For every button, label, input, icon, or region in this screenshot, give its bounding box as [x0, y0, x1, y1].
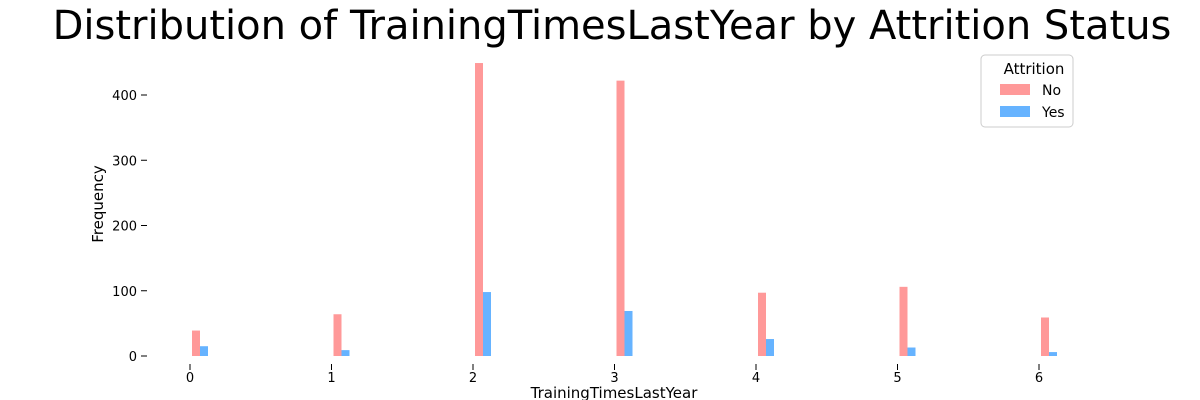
y-tick-label: 0 [129, 350, 137, 365]
bar-no-5 [899, 286, 908, 356]
bar-no-1 [333, 314, 342, 356]
chart-title: Distribution of TrainingTimesLastYear by… [53, 3, 1172, 49]
bar-yes-4 [766, 339, 774, 356]
y-tick-label: 400 [112, 89, 137, 104]
x-tick-label: 5 [893, 371, 901, 386]
bar-no-0 [192, 330, 200, 356]
legend: Attrition No Yes [980, 54, 1074, 128]
x-axis: 0 1 2 3 4 5 6 [186, 364, 1043, 386]
bars-group [192, 63, 1057, 357]
bar-yes-2 [483, 292, 491, 356]
y-axis-label: Frequency [89, 165, 107, 243]
bar-yes-0 [200, 346, 208, 356]
y-tick-label: 100 [112, 285, 137, 300]
bar-yes-3 [624, 310, 633, 356]
x-tick-label: 3 [610, 371, 618, 386]
bar-yes-1 [341, 350, 350, 356]
legend-swatch-no [1000, 84, 1030, 95]
bar-yes-5 [907, 347, 916, 356]
legend-label-yes: Yes [1041, 105, 1065, 121]
legend-label-no: No [1042, 83, 1061, 99]
legend-swatch-yes [1000, 106, 1030, 117]
x-tick-label: 6 [1035, 371, 1043, 386]
y-tick-label: 300 [112, 154, 137, 169]
x-tick-label: 2 [469, 371, 477, 386]
x-axis-label: TrainingTimesLastYear [530, 384, 699, 400]
x-tick-label: 0 [186, 371, 194, 386]
x-tick-label: 4 [752, 371, 760, 386]
bar-no-4 [758, 292, 766, 356]
legend-title: Attrition [1004, 60, 1065, 78]
bar-yes-6 [1049, 352, 1057, 356]
bar-no-6 [1041, 317, 1049, 356]
y-tick-label: 200 [112, 220, 137, 235]
x-tick-label: 1 [327, 371, 335, 386]
bar-no-2 [475, 63, 483, 357]
bar-no-3 [616, 80, 625, 357]
y-axis: 0 100 200 300 400 [112, 89, 147, 365]
